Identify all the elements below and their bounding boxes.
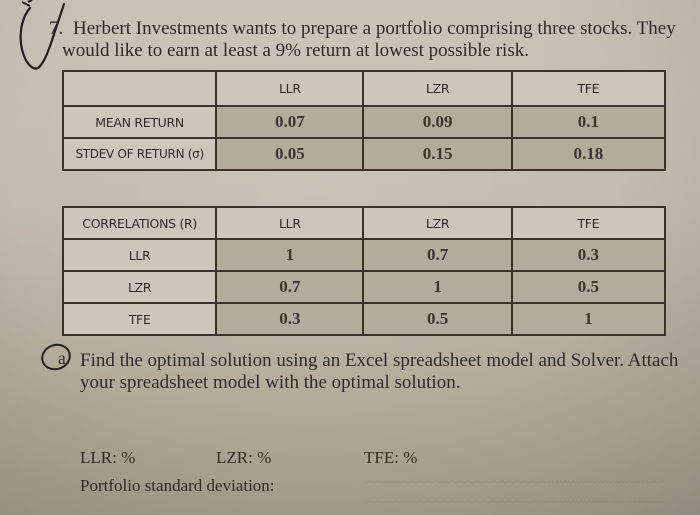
- cell-value: 1: [215, 238, 365, 272]
- correlation-col-header: TFE: [510, 206, 667, 240]
- row-label: MEAN RETURN: [61, 105, 218, 139]
- table-row: LZR 0.7 1 0.5: [61, 270, 667, 304]
- stats-corner-cell: [61, 70, 218, 107]
- stats-col-header: LZR: [362, 70, 513, 107]
- answer-lzr: LZR: %: [216, 448, 272, 467]
- table-row: LLR 1 0.7 0.3: [61, 238, 667, 272]
- row-label: LLR: [61, 238, 218, 272]
- answer-portfolio-stdev: Portfolio standard deviation:: [80, 476, 275, 495]
- question-text: Herbert Investments wants to prepare a p…: [62, 18, 682, 62]
- row-label: TFE: [61, 302, 218, 336]
- cell-value: 0.3: [215, 302, 365, 336]
- cell-value: 0.05: [215, 137, 365, 171]
- table-row: TFE 0.3 0.5 1: [61, 302, 667, 336]
- bleed-through-text: ~~~~~~~~~~~~~~~~~~~~~~~~~~~~~~~~~~~~~ ~~~…: [364, 475, 665, 511]
- cell-value: 0.1: [510, 105, 667, 139]
- cell-value: 0.5: [510, 270, 667, 304]
- correlation-header-row: CORRELATIONS (R) LLR LZR TFE: [61, 206, 667, 240]
- answer-tfe: TFE: %: [364, 448, 418, 467]
- stats-col-header: LLR: [215, 70, 365, 107]
- cell-value: 0.18: [510, 137, 667, 171]
- question-body: Herbert Investments wants to prepare a p…: [62, 18, 676, 61]
- cell-value: 0.3: [510, 238, 667, 272]
- correlation-table: CORRELATIONS (R) LLR LZR TFE LLR 1 0.7 0…: [61, 206, 667, 336]
- correlation-col-header: LZR: [362, 206, 513, 240]
- table-row: MEAN RETURN 0.07 0.09 0.1: [61, 105, 667, 139]
- cell-value: 0.15: [362, 137, 513, 171]
- cell-value: 0.5: [362, 302, 513, 336]
- stats-table: LLR LZR TFE MEAN RETURN 0.07 0.09 0.1 ST…: [61, 70, 667, 171]
- cell-value: 0.7: [215, 270, 365, 304]
- correlation-corner-cell: CORRELATIONS (R): [61, 206, 218, 240]
- cell-value: 0.09: [362, 105, 513, 139]
- stats-header-row: LLR LZR TFE: [61, 70, 667, 107]
- cell-value: 0.07: [215, 105, 365, 139]
- part-a-text: Find the optimal solution using an Excel…: [80, 350, 679, 393]
- cell-value: 1: [510, 302, 667, 336]
- answer-llr: LLR: %: [80, 448, 136, 467]
- stats-col-header: TFE: [510, 70, 667, 107]
- part-a-label: a.: [58, 348, 71, 368]
- row-label: LZR: [61, 270, 218, 304]
- cell-value: 0.7: [362, 238, 513, 272]
- correlation-col-header: LLR: [215, 206, 365, 240]
- question-number: 7.: [49, 18, 64, 39]
- table-row: STDEV OF RETURN (σ) 0.05 0.15 0.18: [61, 137, 667, 171]
- cell-value: 1: [362, 270, 513, 304]
- row-label: STDEV OF RETURN (σ): [61, 137, 218, 171]
